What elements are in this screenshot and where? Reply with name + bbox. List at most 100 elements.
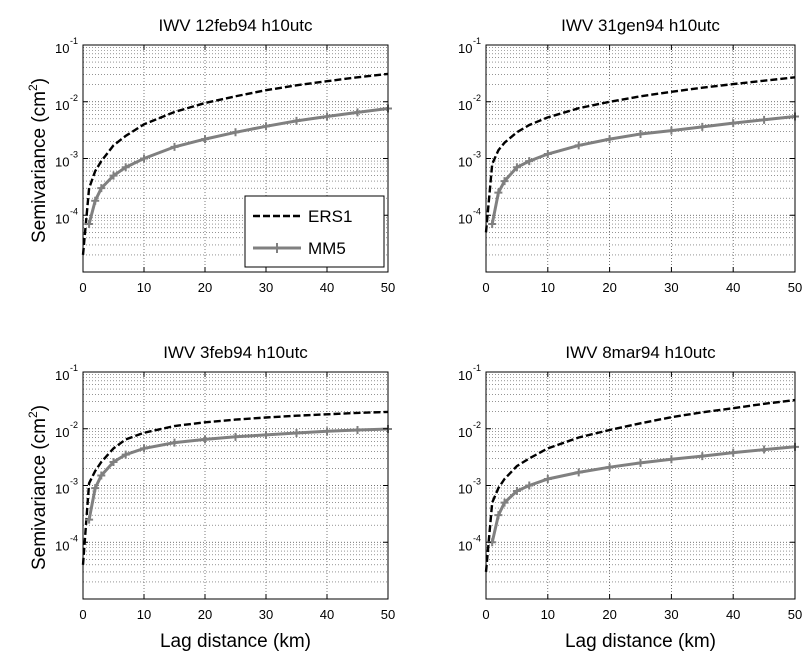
- x-tick-label: 30: [664, 607, 678, 622]
- x-tick-label: 0: [79, 607, 86, 622]
- x-tick-label: 50: [381, 607, 395, 622]
- data-point-mm5: [121, 450, 130, 459]
- y-tick-label-base: 10: [458, 211, 472, 226]
- y-tick-label-base: 10: [458, 482, 472, 497]
- chart-title: IWV 8mar94 h10utc: [565, 343, 716, 362]
- y-tick-label-exponent: -3: [70, 477, 78, 487]
- legend-label-ers1: ERS1: [308, 207, 352, 226]
- data-point-mm5: [760, 445, 769, 454]
- data-point-mm5: [85, 220, 94, 229]
- data-point-mm5: [91, 484, 100, 493]
- data-point-mm5: [605, 135, 614, 144]
- y-tick-label-base: 10: [55, 368, 69, 383]
- y-tick-label-base: 10: [458, 41, 472, 56]
- y-tick-label-exponent: -2: [70, 93, 78, 103]
- data-point-mm5: [201, 435, 209, 444]
- x-tick-label: 40: [320, 607, 334, 622]
- x-tick-label: 30: [664, 280, 678, 295]
- data-point-mm5: [292, 429, 301, 438]
- data-point-mm5: [109, 457, 118, 466]
- chart-title: IWV 12feb94 h10utc: [158, 16, 313, 35]
- x-tick-label: 20: [602, 607, 616, 622]
- data-point-mm5: [512, 163, 521, 172]
- y-axis-label-superscript: 2: [26, 411, 40, 418]
- y-tick-label-base: 10: [458, 538, 472, 553]
- x-tick-label: 40: [320, 280, 334, 295]
- data-point-mm5: [543, 150, 552, 159]
- data-point-mm5: [292, 116, 301, 125]
- x-tick-label: 10: [541, 280, 555, 295]
- y-tick-label-base: 10: [458, 155, 472, 170]
- data-point-mm5: [500, 498, 509, 507]
- y-tick-label-base: 10: [458, 425, 472, 440]
- y-tick-label-exponent: -1: [473, 363, 481, 373]
- data-point-mm5: [97, 471, 106, 480]
- series-line-mm5: [87, 107, 389, 225]
- y-axis-label: Semivariance (cm2): [26, 78, 50, 243]
- x-tick-label: 50: [788, 280, 802, 295]
- data-point-mm5: [494, 511, 503, 520]
- data-point-mm5: [91, 196, 100, 205]
- data-point-mm5: [140, 154, 148, 163]
- x-tick-label: 10: [137, 280, 151, 295]
- y-tick-label-exponent: -2: [70, 420, 78, 430]
- y-tick-label-base: 10: [55, 41, 69, 56]
- series-line-mm5: [87, 427, 389, 520]
- y-tick-label-base: 10: [458, 98, 472, 113]
- data-point-mm5: [353, 426, 362, 435]
- data-point-mm5: [574, 468, 583, 477]
- x-tick-label: 20: [602, 280, 616, 295]
- x-tick-label: 10: [541, 607, 555, 622]
- data-point-mm5: [636, 130, 645, 139]
- x-tick-label: 0: [79, 280, 86, 295]
- y-axis-label-superscript: 2: [26, 84, 40, 91]
- data-point-mm5: [525, 157, 534, 166]
- x-tick-label: 50: [788, 607, 802, 622]
- data-point-mm5: [170, 438, 179, 447]
- data-point-mm5: [201, 135, 209, 144]
- y-tick-label-exponent: -2: [473, 93, 481, 103]
- y-tick-label-exponent: -1: [473, 36, 481, 46]
- y-axis-label-end: ): [29, 405, 50, 411]
- y-tick-label-exponent: -1: [70, 36, 78, 46]
- x-tick-label: 10: [137, 607, 151, 622]
- data-point-mm5: [262, 430, 270, 439]
- series-line-mm5: [490, 115, 796, 225]
- data-point-mm5: [231, 432, 240, 441]
- legend-label-mm5: MM5: [308, 239, 346, 258]
- chart-title: IWV 31gen94 h10utc: [561, 16, 720, 35]
- data-point-mm5: [667, 126, 676, 135]
- data-point-mm5: [494, 188, 503, 197]
- legend-marker-mm5: [272, 243, 282, 253]
- x-axis-label: Lag distance (km): [565, 631, 716, 652]
- x-tick-label: 0: [482, 280, 489, 295]
- y-tick-label-base: 10: [55, 482, 69, 497]
- x-tick-label: 20: [198, 280, 212, 295]
- data-point-mm5: [231, 128, 240, 137]
- data-point-mm5: [698, 452, 707, 461]
- x-tick-label: 40: [726, 280, 740, 295]
- y-tick-label-exponent: -4: [473, 533, 481, 543]
- y-tick-label-exponent: -3: [473, 150, 481, 160]
- data-point-mm5: [262, 122, 270, 131]
- data-point-mm5: [140, 444, 148, 453]
- y-tick-label-exponent: -4: [70, 206, 78, 216]
- data-point-mm5: [760, 115, 769, 124]
- data-point-mm5: [323, 112, 331, 121]
- legend: ERS1 MM5: [244, 195, 385, 268]
- data-point-mm5: [729, 448, 738, 457]
- data-point-mm5: [323, 427, 331, 436]
- x-tick-label: 0: [482, 607, 489, 622]
- y-tick-label-base: 10: [55, 98, 69, 113]
- y-tick-label-base: 10: [55, 155, 69, 170]
- x-tick-label: 30: [259, 607, 273, 622]
- data-point-mm5: [667, 455, 676, 464]
- y-tick-label-exponent: -3: [70, 150, 78, 160]
- x-tick-label: 20: [198, 607, 212, 622]
- data-point-mm5: [109, 171, 118, 180]
- y-axis-label-text: Semivariance (cm: [29, 91, 50, 243]
- data-point-mm5: [729, 119, 738, 128]
- chart-title: IWV 3feb94 h10utc: [163, 343, 308, 362]
